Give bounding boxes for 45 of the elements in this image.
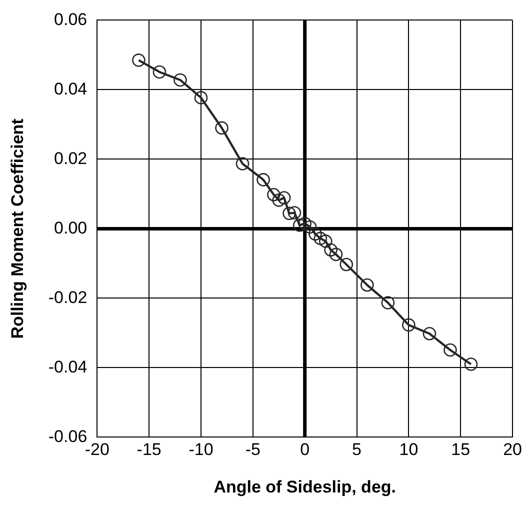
point [267,188,280,202]
y-tick-label: 0.06 [54,10,88,29]
x-tick-label: 0 [300,440,310,460]
x-tick-label: 10 [399,440,418,460]
y-tick-label: -0.02 [48,288,88,307]
point [152,65,166,79]
point [308,227,322,241]
point [256,173,270,186]
y-tick-label: 0.02 [54,148,88,168]
point [282,206,296,220]
y-tick-label: -0.04 [48,357,88,376]
point [381,296,395,310]
point [277,191,291,204]
point [422,326,436,340]
point [402,318,416,332]
x-tick-label: -20 [84,440,110,460]
x-tick-label: -15 [136,440,162,460]
point [318,234,332,248]
point [298,216,312,230]
x-tick-label: -5 [245,440,260,460]
point [340,258,354,272]
y-tick-label: 0.00 [54,218,88,238]
point [444,343,457,357]
x-tick-label: 5 [352,440,362,460]
point [293,218,306,232]
x-tick-label: -10 [188,440,214,460]
point [236,157,250,170]
x-tick-label: 15 [451,440,470,460]
y-tick-label: -0.06 [48,426,88,446]
point [464,358,478,371]
point [303,220,317,234]
point [288,206,302,220]
point [272,194,286,207]
point [324,243,338,257]
point [329,248,343,262]
point [314,232,328,246]
y-tick-label: 0.04 [54,79,88,98]
point [174,73,187,87]
x-tick-label: 20 [503,440,522,460]
point [360,278,374,292]
x-axis-title: Angle of Sideslip, deg. [214,477,396,496]
point [132,54,146,67]
point [215,121,228,135]
y-axis-title: Rolling Moment Coefficient [8,118,27,339]
point [194,91,208,104]
